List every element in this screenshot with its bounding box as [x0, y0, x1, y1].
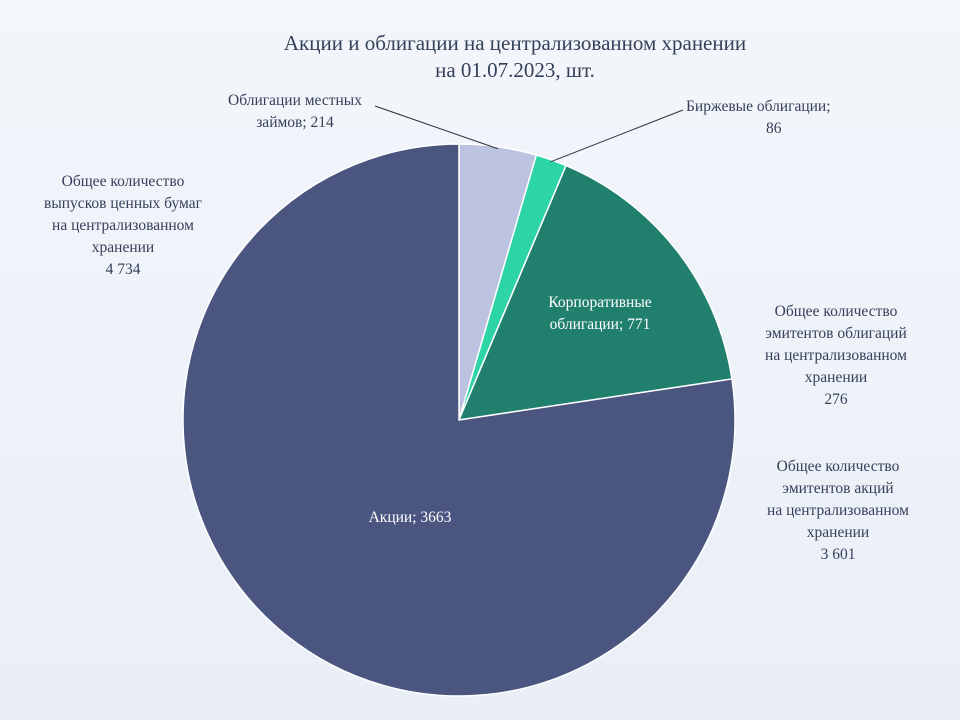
slice-label-exchange-line1: Биржевые облигации; [686, 98, 831, 115]
note-stock-issuers-line4: хранении [806, 524, 870, 541]
chart-title: Акции и облигации на централизованном хр… [180, 30, 850, 84]
slice-label-corporate-line1: Корпоративные [548, 294, 652, 311]
note-bond-issuers-line4: хранении [804, 369, 868, 386]
note-stock-issuers: Общее количество эмитентов акций на цент… [738, 456, 938, 566]
leader-line-local-bonds [374, 105, 498, 150]
note-issues-line4: хранении [91, 239, 155, 256]
chart-title-line1: Акции и облигации на централизованном хр… [283, 31, 747, 55]
note-stock-issuers-line3: на централизованном [767, 502, 909, 519]
note-bond-issuers-line1: Общее количество [774, 303, 898, 320]
slice-label-local-line1: Облигации местных [228, 92, 362, 109]
note-bond-issuers-line3: на централизованном [765, 347, 907, 364]
slice-label-stocks-line1: Акции; 3663 [368, 509, 452, 526]
note-bond-issuers: Общее количество эмитентов облигаций на … [734, 301, 938, 411]
slice-label-exchange-line2: 86 [766, 120, 782, 137]
note-stock-issuers-line2: эмитентов акций [782, 480, 894, 497]
slice-label-corporate-bonds: Корпоративные облигации; 771 [505, 292, 695, 336]
leader-lines [374, 105, 684, 163]
note-issues-line1: Общее количество [61, 173, 185, 190]
note-issues-line3: на централизованном [52, 217, 194, 234]
slice-label-local-line2: займов; 214 [256, 114, 334, 131]
note-stock-issuers-value: 3 601 [820, 546, 856, 563]
note-bond-issuers-line2: эмитентов облигаций [765, 325, 907, 342]
slice-label-corporate-line2: облигации; 771 [549, 316, 651, 333]
slice-label-stocks: Акции; 3663 [320, 507, 500, 529]
leader-line-exchange-bonds [550, 109, 684, 163]
note-total-issues: Общее количество выпусков ценных бумаг н… [12, 171, 234, 281]
pie-slice-corporate-bonds [457, 164, 733, 421]
note-stock-issuers-line1: Общее количество [776, 458, 900, 475]
pie-slices [182, 143, 736, 697]
slice-label-local-bonds: Облигации местных займов; 214 [195, 90, 395, 134]
note-bond-issuers-value: 276 [824, 391, 848, 408]
slice-label-exchange-bonds: Биржевые облигации; 86 [686, 96, 866, 140]
chart-title-line2: на 01.07.2023, шт. [435, 58, 595, 82]
note-issues-value: 4 734 [105, 261, 141, 278]
note-issues-line2: выпусков ценных бумаг [44, 195, 202, 212]
pie-slice-stocks [182, 143, 736, 697]
